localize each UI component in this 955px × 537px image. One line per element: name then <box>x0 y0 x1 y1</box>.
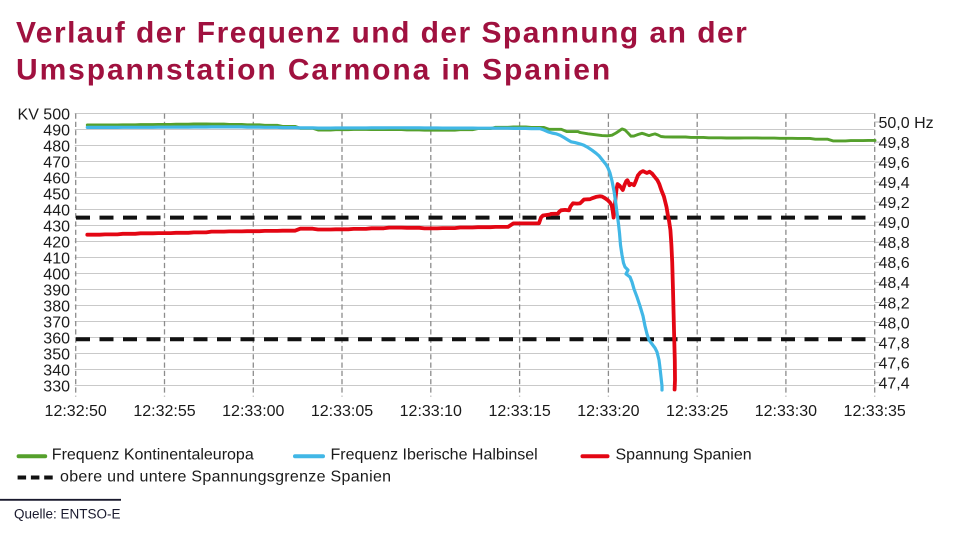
svg-text:12:33:30: 12:33:30 <box>755 403 817 420</box>
svg-text:Quelle: ENTSO-E: Quelle: ENTSO-E <box>14 507 121 522</box>
svg-text:420: 420 <box>43 234 70 251</box>
svg-text:Verlauf der Frequenz und der S: Verlauf der Frequenz und der Spannung an… <box>16 17 748 50</box>
svg-text:48,6: 48,6 <box>879 255 910 272</box>
svg-text:330: 330 <box>43 378 70 395</box>
svg-text:12:33:00: 12:33:00 <box>222 403 284 420</box>
svg-text:490: 490 <box>43 122 70 139</box>
svg-text:obere und untere Spannungsgren: obere und untere Spannungsgrenze Spanien <box>60 469 391 486</box>
svg-text:49,6: 49,6 <box>879 155 910 172</box>
svg-text:48,8: 48,8 <box>879 235 910 252</box>
svg-text:12:33:25: 12:33:25 <box>666 403 728 420</box>
svg-text:49,4: 49,4 <box>879 175 910 192</box>
svg-text:Frequenz Iberische Halbinsel: Frequenz Iberische Halbinsel <box>331 447 538 464</box>
svg-text:Umspannstation Carmona in Span: Umspannstation Carmona in Spanien <box>16 54 612 87</box>
svg-text:450: 450 <box>43 186 70 203</box>
svg-text:48,2: 48,2 <box>879 295 910 312</box>
svg-text:400: 400 <box>43 266 70 283</box>
svg-text:370: 370 <box>43 314 70 331</box>
svg-text:360: 360 <box>43 330 70 347</box>
svg-text:410: 410 <box>43 250 70 267</box>
svg-text:12:33:10: 12:33:10 <box>400 403 462 420</box>
svg-text:49,2: 49,2 <box>879 195 910 212</box>
svg-text:440: 440 <box>43 202 70 219</box>
svg-text:47,4: 47,4 <box>879 376 910 393</box>
svg-text:12:33:20: 12:33:20 <box>577 403 639 420</box>
svg-text:380: 380 <box>43 298 70 315</box>
svg-text:49,8: 49,8 <box>879 135 910 152</box>
svg-text:470: 470 <box>43 154 70 171</box>
svg-text:49,0: 49,0 <box>879 215 910 232</box>
svg-text:12:33:15: 12:33:15 <box>488 403 550 420</box>
svg-text:47,6: 47,6 <box>879 355 910 372</box>
svg-text:KV 500: KV 500 <box>18 106 71 123</box>
svg-text:Spannung Spanien: Spannung Spanien <box>616 447 752 464</box>
svg-text:12:32:55: 12:32:55 <box>133 403 195 420</box>
svg-text:47,8: 47,8 <box>879 335 910 352</box>
svg-text:480: 480 <box>43 138 70 155</box>
svg-text:12:33:05: 12:33:05 <box>311 403 373 420</box>
svg-text:460: 460 <box>43 170 70 187</box>
svg-text:12:33:35: 12:33:35 <box>844 403 906 420</box>
svg-text:Frequenz Kontinentaleuropa: Frequenz Kontinentaleuropa <box>52 447 254 464</box>
svg-text:48,4: 48,4 <box>879 275 910 292</box>
svg-text:340: 340 <box>43 362 70 379</box>
svg-text:350: 350 <box>43 346 70 363</box>
svg-text:48,0: 48,0 <box>879 315 910 332</box>
svg-text:50,0 Hz: 50,0 Hz <box>879 115 934 132</box>
svg-text:12:32:50: 12:32:50 <box>45 403 107 420</box>
svg-text:430: 430 <box>43 218 70 235</box>
svg-text:390: 390 <box>43 282 70 299</box>
